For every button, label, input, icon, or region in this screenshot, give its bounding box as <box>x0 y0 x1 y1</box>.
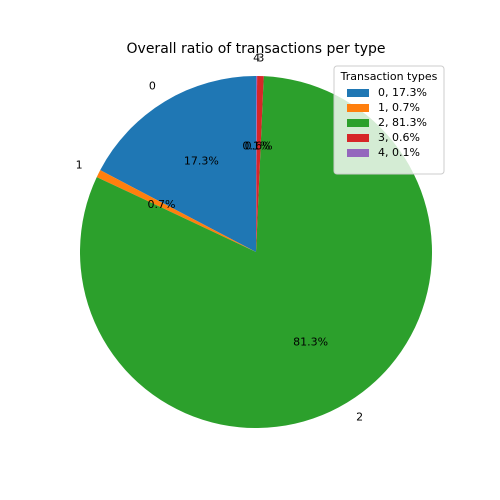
category-label-2: 2 <box>356 411 363 424</box>
pie-labels: 0 17.3% 1 0.7% 2 81.3% 3 0.6% 4 0.1% <box>76 51 363 423</box>
category-label-1: 1 <box>76 159 83 172</box>
legend-label-3: 3, 0.6% <box>378 131 420 144</box>
legend-title: Transaction types <box>340 70 438 83</box>
pie-slice-1 <box>96 170 256 252</box>
category-label-3: 3 <box>257 51 264 64</box>
legend-label-2: 2, 81.3% <box>378 116 427 129</box>
legend: Transaction types 0, 17.3% 1, 0.7% 2, 81.3… <box>333 65 445 175</box>
legend-label-0: 0, 17.3% <box>378 86 427 99</box>
pct-label-1: 0.7% <box>147 198 175 211</box>
pct-label-2: 81.3% <box>293 335 328 348</box>
pct-label-3: 0.6% <box>245 139 273 152</box>
legend-label-4: 4, 0.1% <box>378 146 420 159</box>
category-label-0: 0 <box>149 79 156 92</box>
legend-items: 0, 17.3% 1, 0.7% 2, 81.3% 3, 0.6% 4, 0.1% <box>347 86 427 159</box>
legend-swatch-4 <box>347 149 369 157</box>
legend-swatch-2 <box>347 119 369 127</box>
legend-swatch-0 <box>347 89 369 97</box>
category-label-4: 4 <box>253 51 260 64</box>
pie-slice-4 <box>256 76 258 252</box>
chart-title: Overall ratio of transactions per type <box>127 41 386 57</box>
pie-slice-0 <box>100 76 257 252</box>
legend-label-1: 1, 0.7% <box>378 101 420 114</box>
pct-label-4: 0.1% <box>242 139 270 152</box>
legend-swatch-3 <box>347 134 369 142</box>
legend-swatch-1 <box>347 104 369 112</box>
pie-slice-3 <box>256 76 264 252</box>
pct-label-0: 17.3% <box>184 155 219 168</box>
